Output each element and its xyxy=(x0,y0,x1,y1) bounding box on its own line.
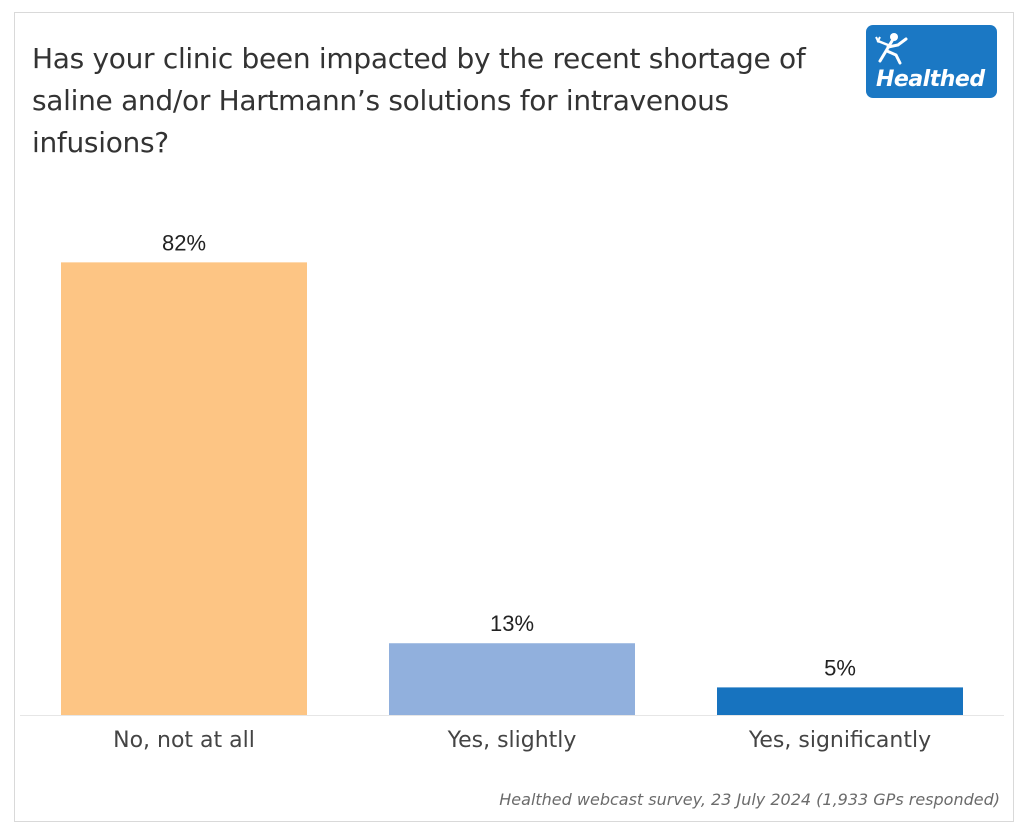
bar-1[interactable] xyxy=(61,262,307,715)
x-tick-label-1: No, not at all xyxy=(113,728,255,753)
data-label-3: 5% xyxy=(824,655,856,680)
bar-3[interactable] xyxy=(717,687,963,715)
x-tick-label-3: Yes, significantly xyxy=(748,728,931,753)
data-label-1: 82% xyxy=(162,230,206,255)
logo-text: Healthed xyxy=(876,67,985,92)
source-note: Healthed webcast survey, 23 July 2024 (1… xyxy=(499,790,1000,809)
x-tick-label-2: Yes, slightly xyxy=(447,728,577,753)
healthed-logo[interactable]: Healthed xyxy=(866,25,997,98)
data-label-2: 13% xyxy=(490,611,534,636)
runner-figure-icon xyxy=(875,33,908,65)
bar-2[interactable] xyxy=(389,643,635,715)
chart-title: Has your clinic been impacted by the rec… xyxy=(32,42,806,159)
